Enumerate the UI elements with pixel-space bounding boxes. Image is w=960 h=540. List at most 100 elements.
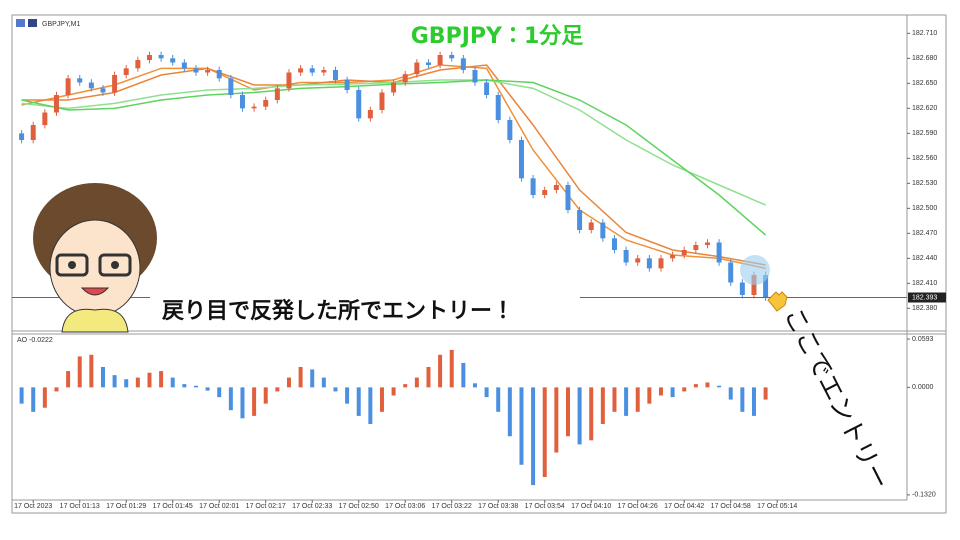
candle-body [170,58,176,63]
ao-bar [159,371,164,388]
x-tick-label: 17 Oct 04:42 [664,503,704,510]
chart-title: GBPJPY：1分足 [411,24,584,49]
x-tick-label: 17 Oct 05:14 [757,503,797,510]
candle-body [437,55,443,65]
annotation: 戻り目で反発した所でエントリー！ [161,299,514,324]
x-tick-label: 17 Oct 04:58 [711,503,751,510]
ao-bar [240,387,245,419]
ao-bar [170,377,175,388]
x-tick-label: 17 Oct 03:06 [385,503,425,510]
glasses [98,253,132,277]
bangs [40,214,150,240]
y-tick-label: 182.620 [912,105,937,112]
candle-body [704,242,710,245]
icon [28,19,37,27]
candle-body [530,178,536,195]
y-tick-label: 182.410 [912,280,937,287]
plot: 182.710 182.680 182.650 182.620 182.590 182.5… [12,30,946,510]
candle-body [367,110,373,119]
candle-body [623,250,629,263]
ao-bar [705,382,710,388]
ao-bar [484,387,489,398]
ao-bar [89,354,94,388]
candle-body [518,140,524,179]
ao-bar [414,377,419,388]
candle-body [274,88,280,100]
ao-bar [286,377,291,388]
candle-body [216,70,222,79]
ao-bar [658,387,663,396]
candle-body [553,185,559,190]
y-tick-label: 182.680 [912,55,937,62]
ao-bar [135,377,140,388]
ao-bar [589,387,594,441]
candle-body [635,258,641,263]
candle-body [30,125,36,140]
candle-body [321,70,327,73]
candle-body [414,62,420,75]
candle-body [611,238,617,250]
ao-bar [426,366,431,388]
price-label-box [908,292,946,303]
ao-bar [531,387,536,486]
x-tick-label: 17 Oct 03:38 [478,503,518,510]
candle-body [472,70,478,83]
ao-bar [379,387,384,412]
candle-body [65,78,71,95]
ao-bar [391,387,396,396]
y-tick-label: 182.650 [912,80,937,87]
ao-bar [565,387,570,437]
candle-body [112,75,118,93]
ao-bar [624,387,629,416]
ao-bar [600,387,605,425]
candle-body [309,68,315,73]
y-tick-label: 0.0593 [912,336,934,343]
candle-body [19,133,25,140]
x-tick-label: 17 Oct 03:54 [525,503,565,510]
ao-bar [368,387,373,425]
candle-body [670,255,676,259]
candle-body [298,68,304,73]
candle-body [460,58,466,70]
pointer-hand [767,291,788,312]
price-label: 182.393 [912,294,937,301]
candle-body [681,250,687,255]
y-tick-label: 182.380 [912,305,937,312]
candle-body [205,70,211,73]
ao-bar [228,387,233,411]
x-tick-label: 17 Oct 02:33 [292,503,332,510]
candle-body [542,190,548,195]
candle-body [42,112,48,125]
ao-bar [77,356,82,388]
ao-bar [693,384,698,388]
candle-body [158,55,164,59]
shirt [61,308,129,333]
ao-bar [740,387,745,412]
y-tick-label: 0.0000 [912,384,934,391]
ao-bar [496,387,501,412]
eye [111,261,119,269]
x-tick-label: 17 Oct 04:26 [618,503,658,510]
candle-body [181,62,187,69]
ao-bar [275,387,280,392]
eye [68,261,76,269]
ao-bar [519,387,524,465]
candle-body [588,222,594,230]
candle-body [286,72,292,89]
ao-bar [205,387,210,391]
highlight [740,255,770,285]
candle-body [716,242,722,263]
candle-body [577,210,583,230]
y-tick-label: -0.1320 [912,492,936,499]
symbol: GBPJPY,M1 [42,21,80,28]
ao-bar [542,387,547,477]
face [49,219,141,317]
ao-bar [42,387,47,408]
x-tick-label: 17 Oct 01:29 [106,503,146,510]
icon [16,19,25,27]
x-tick-label: 17 Oct 02:01 [199,503,239,510]
candle-body [391,82,397,93]
candle-body [100,88,106,93]
